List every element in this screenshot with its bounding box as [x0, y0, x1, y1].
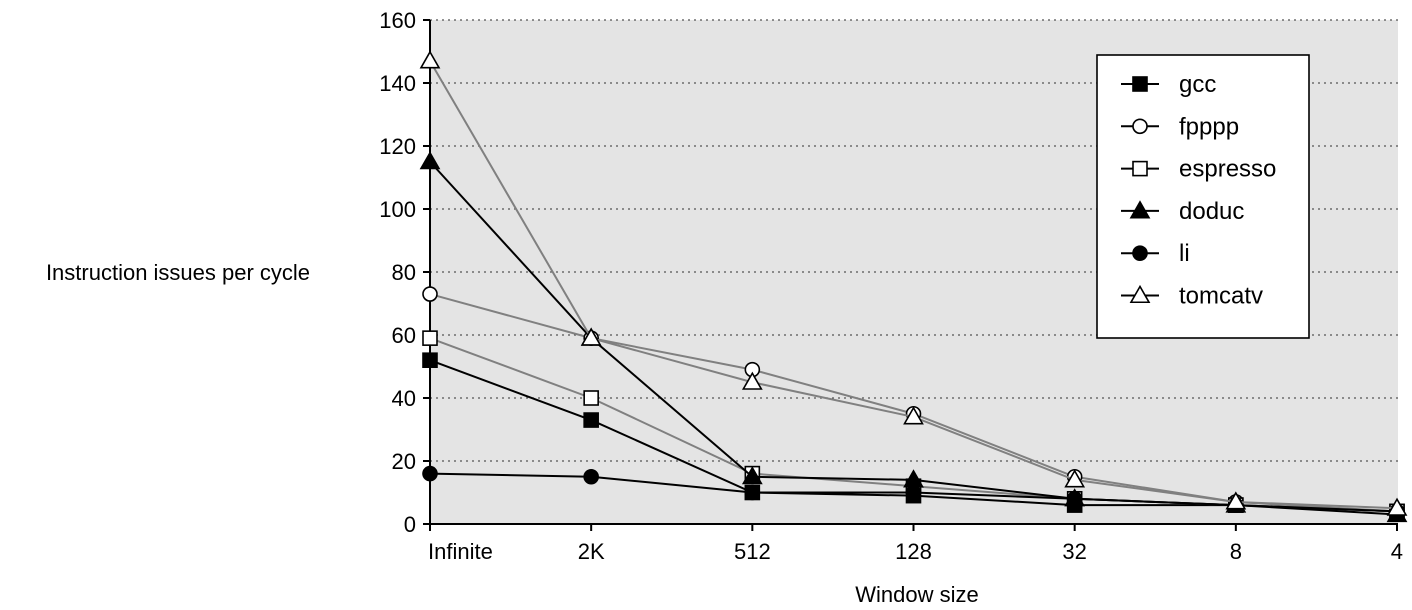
y-tick-label: 20 — [392, 449, 416, 474]
legend-item-tomcatv: tomcatv — [1121, 283, 1263, 310]
x-tick-label: 32 — [1062, 539, 1086, 564]
y-tick-label: 80 — [392, 260, 416, 285]
marker — [583, 390, 599, 406]
legend-label: doduc — [1179, 198, 1244, 225]
legend-label: tomcatv — [1179, 283, 1263, 310]
marker — [1132, 118, 1148, 135]
legend-item-doduc: doduc — [1121, 198, 1244, 225]
marker — [1132, 76, 1148, 92]
marker — [903, 406, 924, 425]
marker — [1066, 490, 1083, 507]
legend-item-li: li — [1121, 240, 1190, 267]
y-tick-label: 0 — [404, 512, 416, 537]
y-axis-label: Instruction issues per cycle — [46, 260, 310, 285]
legend-item-espresso: espresso — [1121, 156, 1276, 183]
marker — [744, 484, 761, 501]
x-tick-label: 2K — [578, 539, 605, 564]
marker — [741, 371, 763, 390]
legend-label: fpppp — [1179, 113, 1239, 140]
series-group — [419, 50, 1408, 523]
x-axis-ticks: Infinite 2K 512 128 32 8 4 — [428, 524, 1403, 564]
marker — [422, 352, 438, 369]
y-tick-label: 100 — [379, 197, 416, 222]
marker — [905, 484, 922, 501]
series-tomcatv — [419, 50, 1408, 516]
legend-item-gcc: gcc — [1121, 71, 1216, 98]
marker — [1064, 469, 1086, 488]
legend-box — [1096, 54, 1310, 339]
marker — [419, 50, 441, 69]
marker — [741, 466, 763, 485]
y-tick-label: 40 — [392, 386, 416, 411]
marker — [422, 286, 438, 302]
y-tick-label: 120 — [379, 134, 416, 159]
x-tick-label: 8 — [1230, 539, 1242, 564]
marker — [419, 151, 441, 170]
marker — [422, 465, 438, 482]
y-tick-label: 140 — [379, 71, 416, 96]
marker — [580, 327, 602, 346]
marker — [1132, 245, 1148, 261]
marker — [1129, 200, 1151, 219]
legend: gcc fpppp espresso doduc li tomcatv — [1096, 54, 1310, 339]
x-tick-label: 4 — [1391, 539, 1403, 564]
x-tick-label: 128 — [895, 539, 932, 564]
marker — [1129, 284, 1151, 304]
legend-label: espresso — [1179, 156, 1276, 183]
marker — [1132, 160, 1148, 177]
x-tick-label: Infinite — [428, 539, 493, 564]
x-tick-label: 512 — [734, 539, 771, 564]
legend-label: li — [1179, 240, 1190, 267]
marker — [1225, 491, 1247, 510]
legend-label: gcc — [1179, 71, 1216, 98]
y-axis-ticks: 0 20 40 60 80 100 120 140 160 — [379, 8, 430, 537]
marker — [1386, 497, 1408, 516]
marker — [422, 330, 438, 346]
y-tick-label: 60 — [392, 323, 416, 348]
y-tick-label: 160 — [379, 8, 416, 33]
x-axis-label: Window size — [855, 582, 978, 607]
marker — [583, 468, 599, 485]
marker — [583, 412, 599, 428]
legend-item-fpppp: fpppp — [1121, 113, 1239, 140]
